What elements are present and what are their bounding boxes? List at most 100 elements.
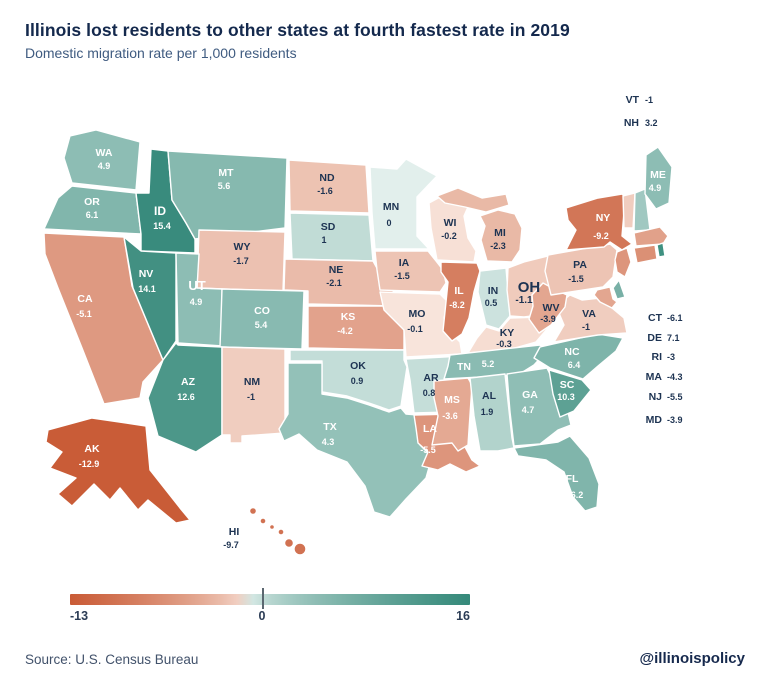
- social-handle[interactable]: @illinoispolicy: [639, 650, 745, 667]
- state-value-or: 6.1: [86, 210, 99, 220]
- state-label-wv: WV: [543, 302, 560, 314]
- state-label-al: AL: [482, 390, 497, 402]
- state-value-ga: 4.7: [522, 405, 535, 415]
- state-label-va: VA: [582, 308, 596, 320]
- state-shapes: [43, 129, 673, 556]
- state-shape-nm: [221, 346, 286, 444]
- state-shape-hi: [248, 506, 258, 516]
- state-value-tn: 5.2: [482, 359, 495, 369]
- state-label-nh: NH: [624, 117, 639, 129]
- state-value-mn: 0: [386, 218, 391, 228]
- state-value-az: 12.6: [177, 392, 195, 402]
- state-shape-mn: [369, 158, 438, 250]
- state-value-wi: -0.2: [441, 231, 457, 241]
- state-value-la: -5.5: [420, 445, 436, 455]
- state-value-wv: -3.9: [540, 314, 556, 324]
- state-value-ut: 4.9: [190, 297, 203, 307]
- state-label-az: AZ: [181, 376, 196, 388]
- state-value-ky: -0.3: [496, 339, 512, 349]
- state-value-ak: -12.9: [79, 459, 100, 469]
- state-label-pa: PA: [573, 259, 587, 271]
- state-value-me: 4.9: [649, 183, 662, 193]
- state-shape-ok: [289, 349, 408, 411]
- state-label-or: OR: [84, 196, 100, 208]
- state-value-ri: -3: [667, 352, 675, 362]
- state-label-nd: ND: [319, 172, 335, 184]
- state-label-nv: NV: [139, 268, 154, 280]
- state-shape-ky: [467, 316, 549, 354]
- state-label-ak: AK: [84, 443, 100, 455]
- state-label-hi: HI: [229, 526, 240, 538]
- state-value-nc: 6.4: [568, 360, 581, 370]
- state-shape-mi: [479, 209, 523, 263]
- state-value-ma: -4.3: [667, 372, 683, 382]
- source-attribution: Source: U.S. Census Bureau: [25, 652, 199, 667]
- state-shape-mi: [436, 187, 510, 213]
- state-value-tx: 4.3: [322, 437, 335, 447]
- state-value-ct: -6.1: [667, 313, 683, 323]
- state-value-in: 0.5: [485, 298, 498, 308]
- state-shape-me: [644, 146, 673, 210]
- state-label-ms: MS: [444, 394, 460, 406]
- state-value-nm: -1: [247, 392, 255, 402]
- state-value-nh: 3.2: [645, 118, 658, 128]
- state-shape-hi: [283, 537, 295, 549]
- state-value-ms: -3.6: [442, 411, 458, 421]
- state-value-mt: 5.6: [218, 181, 231, 191]
- state-shape-mt: [167, 150, 288, 240]
- state-shape-tx: [278, 362, 433, 518]
- state-value-nj: -5.5: [667, 392, 683, 402]
- state-shape-ct: [633, 244, 658, 264]
- state-value-ks: -4.2: [337, 326, 353, 336]
- state-label-ny: NY: [596, 212, 611, 224]
- state-label-wi: WI: [444, 217, 457, 229]
- state-value-mo: -0.1: [407, 324, 423, 334]
- state-value-de: 7.1: [667, 333, 680, 343]
- state-label-co: CO: [254, 305, 270, 317]
- page-title: Illinois lost residents to other states …: [25, 20, 570, 40]
- legend-zero-tick: [262, 588, 264, 609]
- state-shape-ia: [374, 250, 447, 293]
- state-label-vt: VT: [626, 94, 640, 106]
- state-shape-al: [469, 373, 515, 452]
- state-label-oh: OH: [518, 279, 541, 296]
- state-value-hi: -9.7: [223, 540, 239, 550]
- color-scale-legend: -13 0 16: [70, 588, 470, 624]
- state-value-pa: -1.5: [568, 274, 584, 284]
- state-shape-mo: [379, 291, 463, 358]
- state-label-ga: GA: [522, 389, 538, 401]
- state-shape-de: [612, 279, 626, 300]
- state-shape-nd: [288, 159, 370, 214]
- state-shape-nv: [123, 236, 177, 361]
- state-label-mo: MO: [409, 308, 426, 320]
- state-value-sd: 1: [321, 235, 326, 245]
- state-shape-ak: [45, 417, 191, 524]
- state-label-ks: KS: [341, 311, 356, 323]
- state-label-ri: RI: [652, 351, 663, 363]
- state-shape-in: [477, 267, 511, 330]
- state-label-id: ID: [154, 204, 166, 218]
- state-value-al: 1.9: [481, 407, 494, 417]
- state-label-de: DE: [647, 332, 662, 344]
- state-value-vt: -1: [645, 95, 653, 105]
- state-label-il: IL: [454, 285, 464, 297]
- state-shape-ri: [656, 242, 666, 258]
- state-label-sd: SD: [321, 221, 336, 233]
- state-label-me: ME: [650, 169, 666, 181]
- state-shape-nc: [533, 333, 624, 380]
- state-value-nd: -1.6: [317, 186, 333, 196]
- state-value-ok: 0.9: [351, 376, 364, 386]
- state-shape-hi: [293, 542, 307, 556]
- state-label-ok: OK: [350, 360, 366, 372]
- state-value-ca: -5.1: [76, 309, 92, 319]
- state-label-mt: MT: [218, 167, 234, 179]
- state-value-ar: 0.8: [423, 388, 436, 398]
- state-value-co: 5.4: [255, 320, 268, 330]
- page-subtitle: Domestic migration rate per 1,000 reside…: [25, 45, 297, 61]
- state-label-mi: MI: [494, 227, 506, 239]
- state-label-ar: AR: [423, 372, 439, 384]
- legend-gradient-bar: [70, 594, 470, 605]
- state-label-ca: CA: [77, 293, 93, 305]
